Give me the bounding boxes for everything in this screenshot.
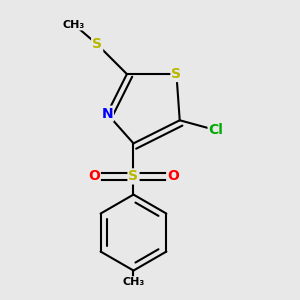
Text: S: S xyxy=(92,37,102,51)
Text: O: O xyxy=(88,169,100,183)
Text: Cl: Cl xyxy=(208,123,224,137)
Text: N: N xyxy=(101,107,113,121)
Text: S: S xyxy=(171,67,182,81)
Text: CH₃: CH₃ xyxy=(122,277,145,287)
Text: O: O xyxy=(167,169,179,183)
Text: CH₃: CH₃ xyxy=(63,20,85,29)
Text: S: S xyxy=(128,169,139,183)
